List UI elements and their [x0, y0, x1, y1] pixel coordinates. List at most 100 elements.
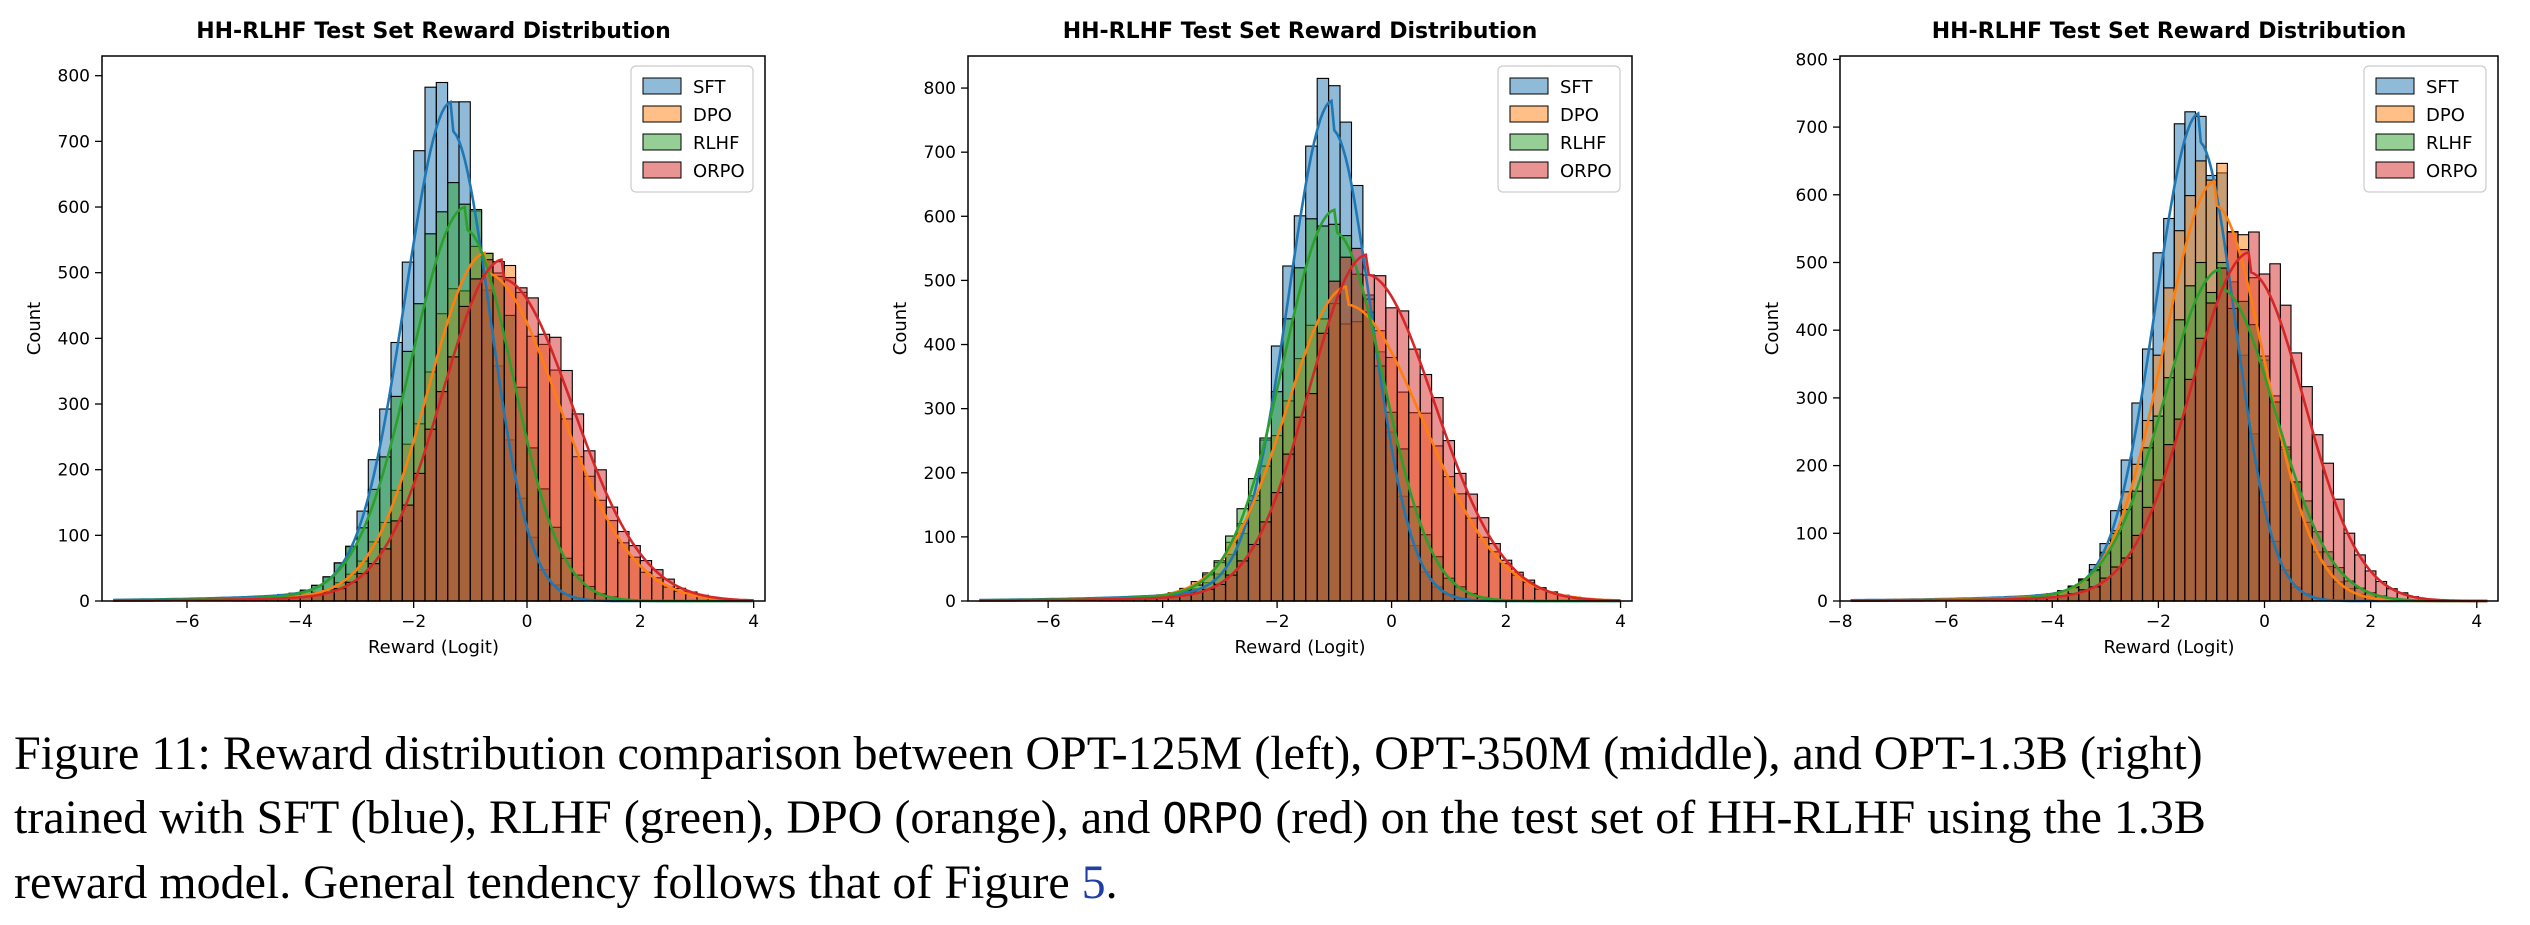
figure-5-link[interactable]: 5: [1081, 856, 1106, 909]
caption-line-3-b: .: [1105, 856, 1118, 909]
hist-bar: [1293, 416, 1307, 602]
hist-bar: [2184, 378, 2197, 602]
y-tick-label: 400: [924, 336, 956, 356]
chart-panel-3: HH-RLHF Test Set Reward Distribution −8 −6…: [1762, 19, 2499, 658]
y-tick-label: 300: [924, 400, 956, 420]
legend-label-dpo: DPO: [693, 105, 732, 126]
x-axis-label: Reward (Logit): [368, 637, 499, 658]
y-tick-label: 600: [924, 207, 956, 227]
hist-bar: [1305, 393, 1318, 602]
kde-line-orpo: [113, 257, 754, 602]
figure-caption: Figure 11: Reward distribution compariso…: [14, 722, 2514, 915]
x-tick-label: 4: [1615, 612, 1626, 632]
legend-swatch-dpo: [1509, 105, 1549, 123]
hist-bar: [2237, 249, 2250, 602]
x-tick-label: −8: [1827, 612, 1852, 632]
y-tick-label: 300: [1796, 389, 1828, 409]
caption-line-2-a: trained with SFT (blue), RLHF (green), D…: [14, 791, 1163, 844]
hist-bar: [503, 277, 517, 602]
legend-label-rlhf: RLHF: [693, 133, 739, 154]
x-tick-label: 0: [2259, 612, 2270, 632]
hist-bar: [2194, 337, 2207, 602]
y-tick-label: 800: [924, 79, 956, 99]
legend-swatch-sft: [1509, 77, 1549, 95]
hist-bar: [1419, 373, 1433, 602]
hist-bar: [458, 305, 471, 602]
y-tick-label: 0: [79, 592, 90, 612]
y-tick-label: 200: [924, 464, 956, 484]
x-tick-label: −2: [2146, 612, 2171, 632]
hist-bar: [2248, 231, 2260, 602]
x-tick-label: −6: [174, 612, 199, 632]
x-tick-label: −4: [2040, 612, 2065, 632]
hist-bar: [2173, 418, 2186, 602]
kde-line-orpo: [1850, 250, 2488, 603]
caption-line-2: trained with SFT (blue), RLHF (green), D…: [14, 786, 2514, 851]
y-tick-label: 800: [58, 67, 90, 87]
hist-bar: [424, 428, 437, 602]
plot-frame: [967, 55, 1633, 602]
x-tick-label: −6: [1036, 612, 1061, 632]
x-tick-label: −6: [1934, 612, 1959, 632]
hist-bar: [2163, 444, 2175, 602]
y-tick-label: 400: [58, 329, 90, 349]
y-axis-label: Count: [890, 302, 911, 355]
legend-label-orpo: ORPO: [693, 161, 745, 182]
legend-swatch-orpo: [2375, 161, 2415, 179]
y-tick-label: 0: [1817, 592, 1828, 612]
series-orpo: [1144, 247, 1581, 602]
y-tick-label: 700: [58, 132, 90, 152]
x-tick-label: −2: [1265, 612, 1290, 632]
legend-label-rlhf: RLHF: [2426, 133, 2472, 154]
legend-swatch-rlhf: [1509, 133, 1549, 151]
hist-bar: [1328, 280, 1341, 602]
x-axis-label: Reward (Logit): [1234, 637, 1365, 658]
x-tick-label: 0: [522, 612, 533, 632]
x-tick-label: 4: [2471, 612, 2482, 632]
chart-figure: HH-RLHF Test Set Reward Distribution −6 −4…: [24, 19, 2499, 658]
legend-swatch-rlhf: [642, 133, 682, 151]
y-tick-label: 100: [924, 528, 956, 548]
caption-line-1: Figure 11: Reward distribution compariso…: [14, 727, 2203, 780]
x-axis-label: Reward (Logit): [2103, 637, 2234, 658]
y-tick-label: 400: [1796, 321, 1828, 341]
hist-bar: [447, 356, 460, 602]
y-tick-label: 600: [1796, 186, 1828, 206]
x-tick-label: −4: [1150, 612, 1175, 632]
y-tick-label: 700: [924, 143, 956, 163]
legend-swatch-dpo: [642, 105, 682, 123]
y-axis-label: Count: [1762, 302, 1783, 355]
x-tick-label: 2: [1501, 612, 1512, 632]
hist-bar: [1339, 256, 1353, 602]
y-axis-label: Count: [24, 302, 45, 355]
legend-label-dpo: DPO: [2426, 105, 2465, 126]
hist-bar: [2301, 386, 2313, 602]
legend-label-sft: SFT: [2426, 77, 2459, 98]
x-tick-label: 2: [2365, 612, 2376, 632]
chart-panel-1: HH-RLHF Test Set Reward Distribution −6 −4…: [24, 19, 766, 658]
legend-swatch-rlhf: [2375, 133, 2415, 151]
y-tick-label: 100: [1796, 524, 1828, 544]
hist-bar: [1316, 332, 1330, 602]
legend-label-orpo: ORPO: [1560, 161, 1612, 182]
hist-bar: [1396, 310, 1410, 602]
hist-bar: [2131, 534, 2144, 602]
y-tick-label: 500: [58, 264, 90, 284]
legend-label-sft: SFT: [693, 77, 726, 98]
y-tick-label: 700: [1796, 118, 1828, 138]
legend-label-orpo: ORPO: [2426, 161, 2478, 182]
y-tick-label: 100: [58, 526, 90, 546]
chart-title: HH-RLHF Test Set Reward Distribution: [1932, 19, 2407, 44]
y-tick-label: 500: [924, 271, 956, 291]
hist-bar: [515, 287, 528, 602]
hist-bar: [2258, 273, 2271, 602]
legend-swatch-sft: [642, 77, 682, 95]
x-tick-label: −4: [288, 612, 313, 632]
hist-bar: [401, 504, 415, 602]
hist-bar: [2226, 231, 2239, 602]
legend-label-sft: SFT: [1560, 77, 1593, 98]
hist-bar: [469, 278, 483, 602]
y-tick-label: 200: [1796, 457, 1828, 477]
legend: SFT DPO RLHF ORPO: [1497, 65, 1621, 193]
x-tick-label: 4: [748, 612, 759, 632]
